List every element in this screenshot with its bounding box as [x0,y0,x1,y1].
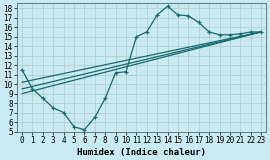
X-axis label: Humidex (Indice chaleur): Humidex (Indice chaleur) [77,148,206,156]
